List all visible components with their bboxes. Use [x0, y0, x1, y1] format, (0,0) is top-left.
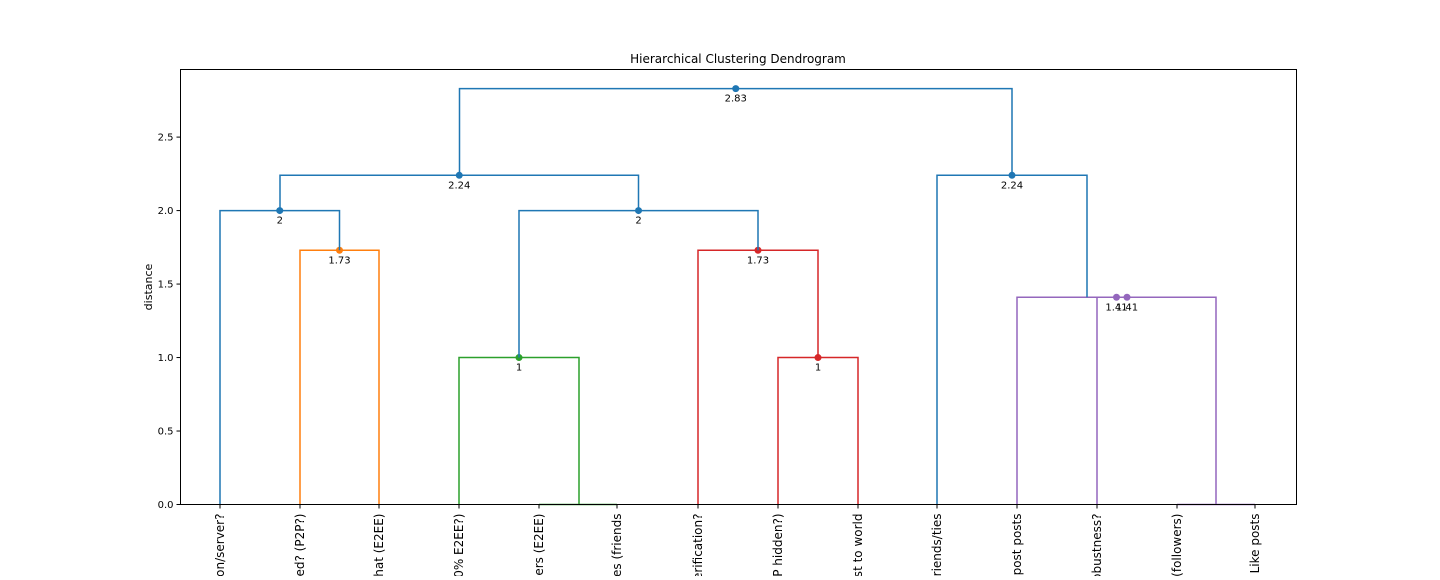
y-tick-label-4: 2.0 [158, 206, 174, 217]
merge-point-6 [635, 207, 642, 215]
dendrogram-link-1 [219, 209, 341, 505]
links-layer: 1.73 2 1 1 1.73 2 2.24 1.411.41 2.24 2.83 [219, 85, 1255, 506]
merge-point-9 [1123, 293, 1131, 301]
merge-point-0 [336, 246, 343, 254]
merge-distance-label-2: 1 [516, 363, 522, 374]
merge-point-1 [276, 207, 284, 215]
y-tick-label-2: 1.0 [158, 353, 174, 364]
chart-title: Hierarchical Clustering Dendrogram [630, 52, 846, 66]
merge-point-5 [754, 246, 762, 254]
leaf-label-1: ed? (P2P?) [293, 514, 307, 577]
dendrogram-link-11 [936, 174, 1088, 505]
dendrogram-link-5 [697, 249, 819, 505]
leaf-label-5: es (friends [610, 514, 624, 577]
leaf-label-8: st to world [851, 514, 865, 577]
leaf-label-10: epost posts [1010, 514, 1024, 577]
y-ticks-layer: 0.0 0.5 1.0 1.5 2.0 2.5 [158, 133, 181, 511]
merge-distance-label-1: 2 [277, 216, 283, 227]
dendrogram-link-9 [1096, 296, 1157, 505]
merge-distance-label-6: 2 [635, 216, 641, 227]
x-ticks-layer: on/server? ed? (P2P?) hat (E2EE) 0% E2EE?) s… [213, 504, 1262, 580]
dendrogram-link-8 [1016, 296, 1217, 505]
leaf-label-2: hat (E2EE) [372, 514, 386, 577]
dendrogram-link-6 [518, 209, 759, 358]
merge-distance-label-0: 1.73 [328, 255, 350, 266]
leaf-label-13: Like posts [1248, 514, 1262, 574]
leaf-label-6: erification? [691, 514, 705, 577]
merge-point-11 [1008, 171, 1016, 179]
merge-point-12 [732, 85, 740, 93]
y-tick-label-0: 0.0 [158, 500, 174, 511]
leaf-label-0: on/server? [213, 514, 227, 577]
dendrogram-link-0 [299, 249, 380, 505]
merge-distance-label-9: 1.41 [1116, 302, 1138, 313]
leaf-label-12: (followers) [1170, 514, 1184, 577]
merge-point-4 [814, 354, 822, 362]
dendrogram-link-4 [777, 356, 859, 505]
merge-distance-label-5: 1.73 [747, 255, 769, 266]
y-tick-label-3: 1.5 [158, 280, 174, 291]
merge-distance-label-11: 2.24 [1001, 180, 1023, 191]
plot-area-frame [180, 69, 1297, 505]
dendrogram-link-2 [458, 356, 580, 505]
leaf-label-11: obustness? [1090, 514, 1104, 577]
y-axis-label: distance [142, 263, 155, 310]
leaf-label-3: 0% E2EE?) [452, 514, 466, 577]
merge-point-2 [515, 354, 523, 362]
leaf-label-9: friends/ties [930, 514, 944, 577]
y-tick-label-1: 0.5 [158, 427, 174, 438]
leaf-label-4: sers (E2EE) [532, 514, 546, 577]
merge-distance-label-7: 2.24 [448, 180, 470, 191]
merge-distance-label-4: 1 [815, 363, 821, 374]
leaf-label-7: P hidden?) [771, 514, 785, 577]
merge-point-7 [455, 171, 463, 179]
y-tick-label-5: 2.5 [158, 133, 174, 144]
merge-distance-label-8: 1.41 [1105, 302, 1127, 313]
merge-distance-label-12: 2.83 [725, 94, 747, 105]
